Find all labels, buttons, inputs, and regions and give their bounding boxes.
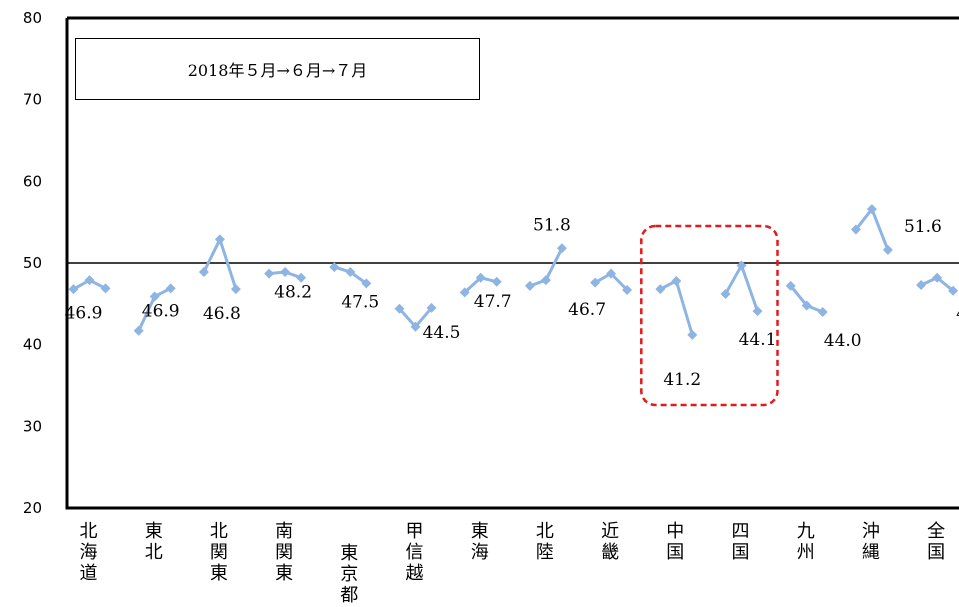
- highlight-box-group: [640, 224, 779, 407]
- data-point: [198, 266, 209, 277]
- data-point: [84, 275, 95, 286]
- y-tick-label: 40: [23, 336, 42, 354]
- category-label: 甲信越: [406, 521, 424, 584]
- highlight-box: [640, 224, 779, 407]
- data-label: 46.6: [956, 304, 959, 324]
- data-label: 47.5: [341, 292, 379, 312]
- data-point: [606, 268, 617, 279]
- data-point: [491, 276, 502, 287]
- category-label: 近畿: [601, 521, 619, 563]
- data-point: [345, 266, 356, 277]
- data-point: [264, 268, 275, 279]
- data-point: [394, 303, 405, 314]
- y-tick-label: 70: [23, 91, 42, 109]
- data-point: [556, 243, 567, 254]
- data-point: [100, 283, 111, 294]
- data-point: [149, 291, 160, 302]
- category-label: 中国: [666, 521, 684, 563]
- data-point: [410, 321, 421, 332]
- category-labels: 北海道 東北 北関東 南関東 東京都 甲信越 東海 北陸 近畿 中国 四国 九州 沖縄 全国: [80, 521, 946, 606]
- category-label: 九州: [797, 521, 815, 563]
- category-label: 東海: [471, 521, 489, 563]
- y-tick-label: 50: [23, 254, 42, 272]
- data-label: 48.2: [274, 283, 312, 303]
- data-point: [866, 204, 877, 215]
- data-label: 44.5: [423, 323, 461, 343]
- data-label: 44.0: [824, 331, 862, 351]
- data-point: [230, 284, 241, 295]
- y-axis-ticks: 20 30 40 50 60 70 80: [23, 9, 42, 517]
- data-point: [280, 266, 291, 277]
- data-point: [165, 283, 176, 294]
- category-label: 南関東: [275, 521, 293, 584]
- category-label: 東京都: [340, 543, 358, 606]
- data-point: [361, 278, 372, 289]
- data-label: 44.1: [739, 330, 777, 350]
- data-point: [214, 234, 225, 245]
- data-point: [801, 300, 812, 311]
- data-point: [817, 307, 828, 317]
- data-point: [916, 280, 927, 291]
- y-tick-label: 80: [23, 9, 42, 27]
- category-label: 北陸: [536, 521, 554, 563]
- data-label: 51.8: [533, 215, 571, 235]
- data-label: 51.6: [904, 217, 942, 237]
- data-point: [687, 329, 698, 340]
- data-point: [329, 262, 340, 273]
- data-point: [671, 275, 682, 286]
- data-label: 46.7: [568, 300, 606, 320]
- category-label: 全国: [927, 521, 945, 563]
- series-line-2: [202, 237, 238, 290]
- data-point: [426, 302, 437, 313]
- data-point: [850, 224, 861, 235]
- category-label: 沖縄: [862, 521, 880, 563]
- series-points: [68, 204, 959, 340]
- category-label: 北海道: [80, 521, 98, 584]
- data-point: [932, 272, 943, 283]
- y-tick-label: 60: [23, 172, 42, 190]
- data-point: [882, 244, 893, 255]
- data-point: [720, 289, 731, 300]
- category-label: 四国: [732, 521, 750, 563]
- y-tick-label: 30: [23, 417, 42, 435]
- data-point: [524, 280, 535, 291]
- data-point: [622, 284, 633, 295]
- category-label: 北関東: [210, 521, 228, 584]
- legend-box: 2018年５月→６月→７月: [75, 38, 480, 100]
- data-point: [133, 325, 144, 336]
- legend-text: 2018年５月→６月→７月: [187, 61, 368, 80]
- data-point: [459, 287, 470, 298]
- data-label: 46.8: [203, 304, 241, 324]
- data-label: 46.9: [142, 301, 180, 321]
- y-tick-label: 20: [23, 499, 42, 517]
- category-label: 東北: [145, 521, 163, 563]
- data-point: [736, 260, 747, 271]
- data-point: [590, 277, 601, 288]
- data-label: 46.9: [65, 303, 103, 323]
- data-point: [655, 284, 666, 295]
- data-point: [540, 275, 551, 286]
- data-labels: 46.9 46.9 46.8 48.2 47.5 44.5 47.7 51.8 46.7 41.2…: [65, 215, 959, 390]
- data-label: 47.7: [474, 292, 512, 312]
- data-point: [785, 280, 796, 291]
- axes: [65, 16, 959, 510]
- data-point: [475, 272, 486, 283]
- data-point: [752, 306, 763, 317]
- data-point: [948, 285, 959, 296]
- data-point: [68, 284, 79, 295]
- data-label: 41.2: [663, 370, 701, 390]
- data-point: [296, 272, 307, 283]
- series-line-10: [724, 263, 759, 312]
